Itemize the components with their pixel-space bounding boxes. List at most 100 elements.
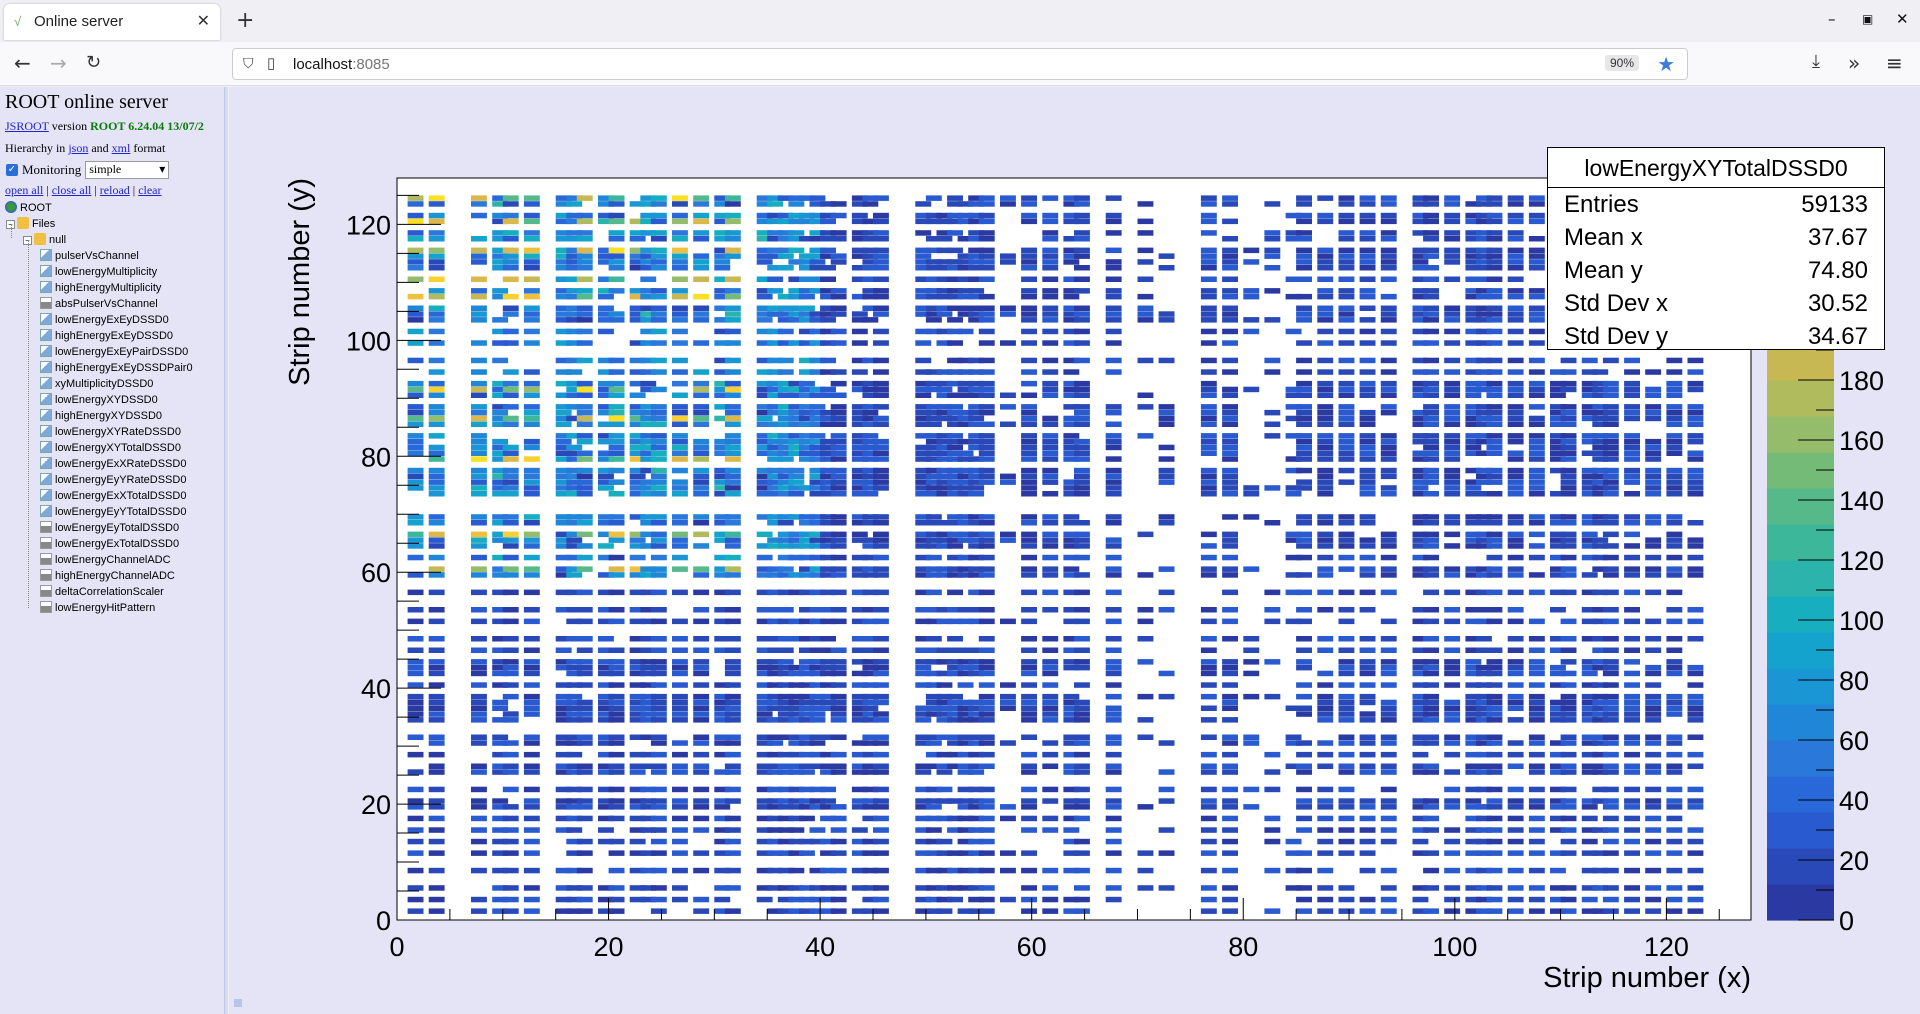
tree-item[interactable]: deltaCorrelationScaler (40, 584, 164, 600)
heatmap-cell (915, 305, 932, 311)
heatmap-cell (1666, 896, 1683, 903)
heatmap-cell (756, 798, 773, 804)
heatmap-cell (471, 659, 487, 665)
tree-item[interactable]: highEnergyMultiplicity (40, 280, 161, 296)
tree-item[interactable]: xyMultiplicityDSSD0 (40, 376, 153, 392)
tree-item[interactable]: highEnergyChannelADC (40, 568, 175, 584)
heatmap-cell (555, 444, 572, 451)
maximize-icon[interactable]: ▣ (1862, 12, 1874, 26)
tree-item[interactable]: lowEnergyMultiplicity (40, 264, 157, 280)
heatmap-cell (777, 827, 794, 833)
tree-item[interactable]: lowEnergyEyYTotalDSSD0 (40, 504, 186, 520)
tree-item[interactable]: pulserVsChannel (40, 248, 139, 264)
window-close-icon[interactable]: ✕ (1896, 10, 1909, 28)
heatmap-cell (1243, 485, 1260, 491)
heatmap-cell (1338, 212, 1355, 219)
heatmap-cell (714, 317, 731, 323)
heatmap-cell (1021, 699, 1037, 706)
tree-item[interactable]: lowEnergyExEyDSSD0 (40, 312, 169, 328)
tree-item[interactable]: lowEnergyEyTotalDSSD0 (40, 520, 179, 536)
new-tab-button[interactable]: + (236, 8, 255, 33)
back-icon[interactable]: ← (14, 51, 31, 75)
heatmap-cell (724, 253, 741, 259)
collapse-icon[interactable]: − (23, 236, 32, 245)
tree-item[interactable]: lowEnergyExXRateDSSD0 (40, 456, 186, 472)
heatmap-cell (1063, 664, 1080, 671)
heatmap-cell (799, 751, 815, 758)
tree-node-null[interactable]: − null (23, 232, 66, 248)
tree-node-files[interactable]: − Files (6, 216, 55, 232)
downloads-icon[interactable]: ⤓ (1812, 51, 1820, 72)
heatmap-cell (1581, 473, 1598, 480)
tree-item[interactable]: highEnergyExEyDSSD0 (40, 328, 173, 344)
tree-item[interactable]: lowEnergyXYDSSD0 (40, 392, 158, 408)
tree-item[interactable]: lowEnergyExXTotalDSSD0 (40, 488, 186, 504)
tree-item[interactable]: lowEnergyXYTotalDSSD0 (40, 440, 181, 456)
tree-item[interactable]: lowEnergyExEyPairDSSD0 (40, 344, 188, 360)
heatmap-cell (1158, 456, 1175, 462)
tree-item[interactable]: highEnergyXYDSSD0 (40, 408, 162, 424)
heatmap-cell (1105, 404, 1122, 410)
tree-item[interactable]: absPulserVsChannel (40, 296, 158, 312)
heatmap-cell (629, 340, 646, 346)
tree-item[interactable]: lowEnergyHitPattern (40, 600, 155, 616)
monitoring-mode-select[interactable]: simple (85, 161, 170, 179)
tree-item[interactable]: lowEnergyChannelADC (40, 552, 171, 568)
heatmap-cell (957, 253, 974, 259)
heatmap-cell (693, 647, 710, 653)
tree-item[interactable]: lowEnergyExTotalDSSD0 (40, 536, 179, 552)
tree-item[interactable]: lowEnergyXYRateDSSD0 (40, 424, 181, 440)
tree-item[interactable]: highEnergyExEyDSSDPair0 (40, 360, 193, 376)
monitoring-checkbox[interactable]: ✓ (6, 164, 18, 176)
xml-link[interactable]: xml (111, 141, 131, 155)
heatmap-cell (523, 265, 540, 271)
heatmap-cell (1222, 734, 1238, 740)
heatmap-cell (1042, 763, 1059, 769)
minimize-icon[interactable]: – (1828, 10, 1836, 28)
zoom-level-badge[interactable]: 90% (1604, 55, 1639, 71)
heatmap-cell (1380, 265, 1397, 271)
heatmap-cell (1486, 479, 1503, 485)
url-bar[interactable]: ⛉ ▯ localhost:8085 90% ★ (232, 48, 1688, 80)
url-text[interactable]: localhost:8085 (293, 56, 390, 73)
json-link[interactable]: json (68, 141, 89, 155)
bookmark-star-icon[interactable]: ★ (1657, 54, 1675, 76)
clear-link[interactable]: clear (138, 183, 162, 197)
heatmap-cell (1105, 751, 1122, 758)
heatmap-cell (1465, 340, 1482, 346)
heatmap-cell (724, 380, 741, 387)
heatmap-cell (1592, 693, 1609, 700)
collapse-icon[interactable]: − (6, 220, 15, 229)
heatmap-cell (1560, 554, 1577, 561)
heatmap-cell (947, 305, 963, 311)
heatmap-cell (1476, 201, 1492, 207)
reload-icon[interactable]: ↻ (86, 52, 102, 73)
heatmap-cell (1687, 380, 1704, 387)
heatmap-cell (1423, 554, 1439, 561)
heatmap-cell (936, 682, 953, 688)
tree-item[interactable]: lowEnergyEyYRateDSSD0 (40, 472, 186, 488)
heatmap-cell (1021, 711, 1037, 717)
panel-splitter[interactable] (224, 87, 228, 1014)
overflow-menu-icon[interactable]: » (1848, 51, 1861, 75)
open-all-link[interactable]: open all (5, 183, 44, 197)
jsroot-link[interactable]: JSROOT (5, 119, 49, 133)
heatmap-cell (756, 636, 773, 642)
close-all-link[interactable]: close all (51, 183, 92, 197)
browser-tab[interactable]: √ Online server ✕ (4, 4, 220, 40)
heatmap-cell (471, 491, 487, 497)
tree-node-root[interactable]: ROOT (5, 200, 52, 216)
heatmap-cell (788, 815, 805, 822)
heatmap-cell (968, 438, 985, 445)
heatmap-cell (1063, 404, 1080, 410)
stats-box[interactable]: lowEnergyXYTotalDSSD0 Entries 59133 Mean x… (1547, 147, 1885, 350)
heatmap-cell (873, 908, 889, 914)
forward-icon[interactable]: → (50, 51, 67, 75)
heatmap-cell (1200, 380, 1217, 387)
app-menu-icon[interactable]: ≡ (1886, 51, 1903, 75)
close-tab-icon[interactable]: ✕ (196, 13, 210, 30)
reload-link[interactable]: reload (99, 183, 130, 197)
heatmap-cell (1296, 682, 1312, 688)
heatmap-cell (947, 467, 963, 474)
